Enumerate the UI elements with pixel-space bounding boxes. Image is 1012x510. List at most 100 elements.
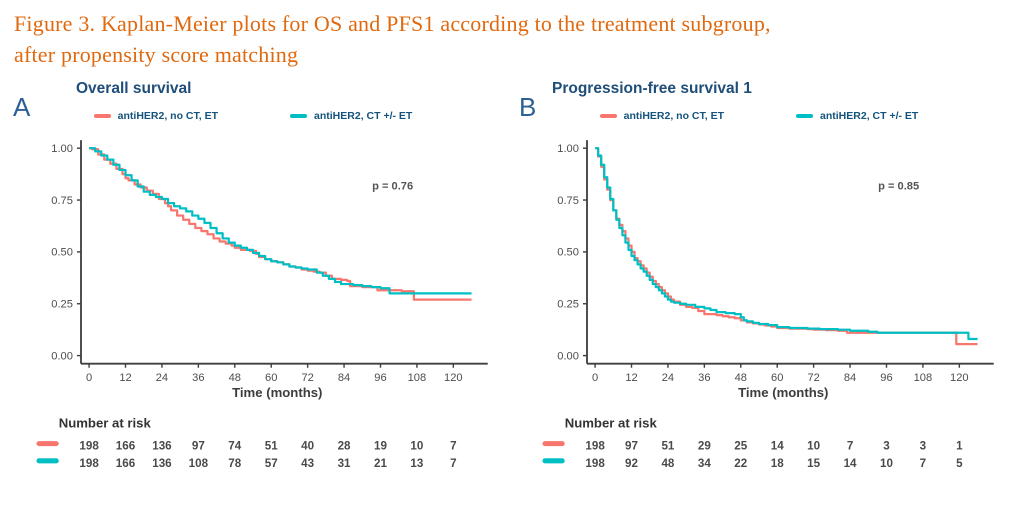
red-line-swatch-icon (599, 114, 617, 118)
legend-label: antiHER2, CT +/- ET (314, 110, 413, 122)
red-line-swatch-icon (93, 114, 111, 118)
x-tick-label: 12 (119, 372, 131, 384)
number-at-risk-title: Number at risk (59, 415, 152, 430)
km-curve-red (595, 147, 978, 346)
risk-value: 166 (116, 440, 136, 453)
risk-value: 14 (771, 440, 784, 453)
y-tick-label: 0.75 (51, 195, 73, 207)
risk-value: 3 (920, 440, 927, 453)
risk-value: 97 (625, 440, 638, 453)
risk-value: 3 (883, 440, 890, 453)
x-tick-label: 12 (625, 372, 637, 384)
risk-value: 22 (734, 457, 747, 470)
risk-row-swatch-icon (36, 441, 59, 447)
y-tick-label: 0.25 (51, 299, 73, 311)
x-tick-label: 24 (662, 372, 674, 384)
risk-value: 136 (152, 457, 172, 470)
risk-value: 14 (844, 457, 857, 470)
risk-value: 166 (116, 457, 136, 470)
risk-value: 34 (698, 457, 711, 470)
x-tick-label: 60 (265, 372, 277, 384)
legend-entry: antiHER2, CT +/- ET (796, 110, 918, 122)
risk-value: 29 (698, 440, 711, 453)
x-tick-label: 96 (880, 372, 892, 384)
risk-value: 40 (301, 440, 314, 453)
y-tick-label: 0.75 (557, 195, 579, 207)
risk-value: 7 (920, 457, 926, 470)
figure-title-line2: after propensity score matching (14, 42, 299, 67)
risk-row-swatch-icon (542, 458, 565, 464)
y-tick-label: 0.50 (557, 247, 579, 259)
risk-value: 7 (450, 440, 456, 453)
risk-value: 198 (79, 440, 99, 453)
x-tick-label: 108 (914, 372, 933, 384)
risk-row-swatch-icon (542, 441, 565, 447)
risk-value: 31 (338, 457, 351, 470)
x-tick-label: 108 (408, 372, 427, 384)
risk-value: 198 (585, 440, 605, 453)
km-chart-pfs: 0.00 0.25 0.50 0.75 1.00 0 12 24 36 48 60 72 84 96 108… (542, 140, 994, 470)
risk-value: 74 (228, 440, 241, 453)
chart-title-os: Overall survival (76, 80, 192, 97)
risk-value: 18 (771, 457, 784, 470)
panel-label-b: B (519, 92, 537, 122)
x-tick-label: 84 (844, 372, 856, 384)
risk-value: 15 (807, 457, 820, 470)
figure-title-line1: Figure 3. Kaplan-Meier plots for OS and … (14, 11, 771, 36)
risk-value: 13 (410, 457, 423, 470)
x-tick-label: 48 (735, 372, 747, 384)
x-tick-label: 48 (229, 372, 241, 384)
y-tick-label: 0.25 (557, 299, 579, 311)
legend-label: antiHER2, CT +/- ET (820, 110, 919, 122)
y-tick-label: 1.00 (51, 143, 73, 155)
panel-os-header: Overall survival A antiHER2, no CT, ET a… (0, 80, 506, 132)
x-tick-label: 0 (86, 372, 92, 384)
teal-line-swatch-icon (796, 114, 814, 118)
legend-entry: antiHER2, CT +/- ET (290, 110, 412, 122)
risk-value: 7 (847, 440, 853, 453)
risk-value: 136 (152, 440, 172, 453)
x-tick-label: 120 (950, 372, 969, 384)
legend-label: antiHER2, no CT, ET (117, 110, 219, 122)
x-tick-label: 96 (374, 372, 386, 384)
legend-pfs: antiHER2, no CT, ET antiHER2, CT +/- ET (506, 110, 1012, 122)
legend-entry: antiHER2, no CT, ET (599, 110, 724, 122)
x-tick-label: 72 (301, 372, 313, 384)
x-tick-label: 36 (698, 372, 710, 384)
risk-value: 28 (338, 440, 351, 453)
risk-value: 108 (189, 457, 209, 470)
risk-value: 48 (661, 457, 674, 470)
y-tick-label: 1.00 (557, 143, 579, 155)
x-tick-label: 72 (807, 372, 819, 384)
risk-value: 21 (374, 457, 387, 470)
risk-value: 78 (228, 457, 241, 470)
panels-container: Overall survival A antiHER2, no CT, ET a… (0, 80, 1012, 476)
risk-value: 10 (880, 457, 893, 470)
risk-value: 92 (625, 457, 638, 470)
y-tick-label: 0.00 (51, 350, 73, 362)
x-axis-title: Time (months) (738, 385, 828, 400)
risk-value: 51 (265, 440, 278, 453)
panel-progression-free-survival: Progression-free survival 1 B antiHER2, … (506, 80, 1012, 476)
y-tick-label: 0.00 (557, 350, 579, 362)
x-tick-label: 24 (156, 372, 168, 384)
p-value-annotation: p = 0.85 (878, 181, 919, 193)
x-tick-label: 36 (192, 372, 204, 384)
risk-value: 51 (661, 440, 674, 453)
figure-title: Figure 3. Kaplan-Meier plots for OS and … (14, 8, 1012, 70)
legend-os: antiHER2, no CT, ET antiHER2, CT +/- ET (0, 110, 506, 122)
risk-value: 10 (807, 440, 820, 453)
risk-value: 25 (734, 440, 747, 453)
risk-row-swatch-icon (36, 458, 59, 464)
x-tick-label: 120 (444, 372, 463, 384)
risk-value: 97 (192, 440, 205, 453)
legend-entry: antiHER2, no CT, ET (93, 110, 219, 122)
number-at-risk-title: Number at risk (565, 415, 658, 430)
km-curve-red (89, 147, 472, 301)
risk-value: 19 (374, 440, 387, 453)
km-chart-os: 0.00 0.25 0.50 0.75 1.00 0 12 24 36 48 60 72 84 96 108… (36, 140, 488, 470)
x-tick-label: 0 (592, 372, 598, 384)
risk-value: 10 (410, 440, 423, 453)
p-value-annotation: p = 0.76 (372, 181, 413, 193)
risk-value: 57 (265, 457, 278, 470)
